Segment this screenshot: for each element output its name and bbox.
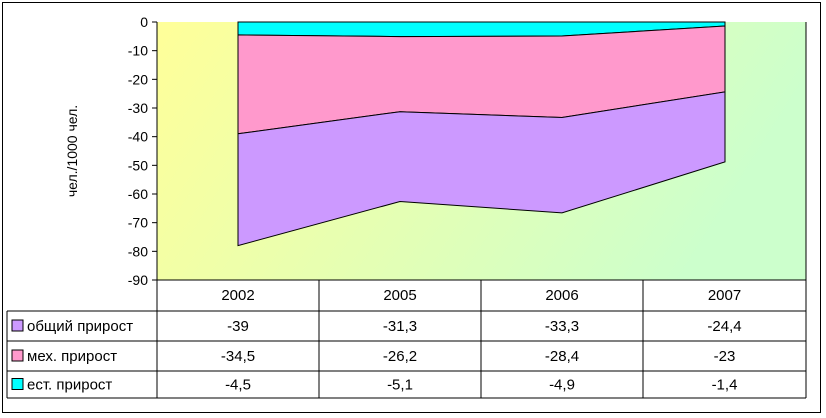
- y-tick-label: -10: [128, 43, 148, 59]
- data-value: -4,9: [549, 377, 575, 394]
- data-value: -24,4: [707, 318, 741, 335]
- category-label: 2005: [383, 287, 416, 304]
- category-label: 2002: [221, 287, 254, 304]
- y-tick-label: -50: [128, 157, 148, 173]
- data-value: -5,1: [387, 377, 413, 394]
- y-tick-label: -70: [128, 215, 148, 231]
- data-value: -33,3: [545, 318, 579, 335]
- y-tick-label: -60: [128, 186, 148, 202]
- y-tick-label: -40: [128, 129, 148, 145]
- y-tick-label: -30: [128, 100, 148, 116]
- data-value: -34,5: [221, 348, 255, 365]
- legend-swatch: [11, 378, 24, 390]
- data-value: -39: [227, 318, 249, 335]
- data-value: -4,5: [225, 377, 251, 394]
- legend-swatch: [11, 319, 24, 332]
- legend-swatch: [11, 349, 24, 362]
- data-value: -26,2: [383, 348, 417, 365]
- y-tick-label: -80: [128, 243, 148, 259]
- area-series-0: [237, 91, 726, 247]
- y-tick-label: -20: [128, 71, 148, 87]
- data-value: -31,3: [383, 318, 417, 335]
- category-label: 2007: [708, 287, 741, 304]
- legend-label: мех. прирост: [27, 348, 117, 365]
- data-value: -23: [714, 348, 736, 365]
- legend-label: общий прирост: [27, 318, 133, 335]
- data-value: -1,4: [712, 377, 738, 394]
- data-value: -28,4: [545, 348, 579, 365]
- y-axis-label: чел./1000 чел.: [64, 105, 80, 197]
- legend-label: ест. прирост: [27, 377, 112, 394]
- y-tick-label: 0: [140, 14, 148, 30]
- category-label: 2006: [545, 287, 578, 304]
- y-tick-label: -90: [128, 272, 148, 288]
